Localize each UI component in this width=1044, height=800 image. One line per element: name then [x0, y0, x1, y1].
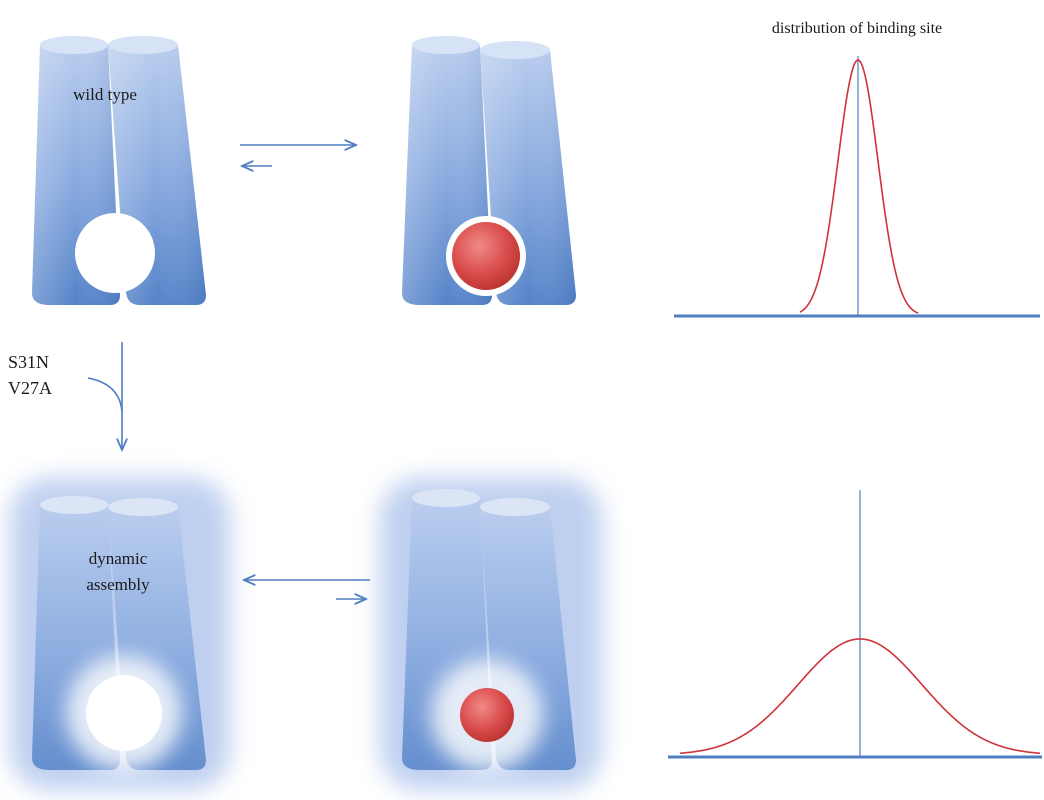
mutant-channel-bound — [380, 478, 602, 790]
drug-molecule-mutant — [460, 688, 514, 742]
wild-type-channel-empty: wild type — [32, 36, 206, 305]
narrow-gaussian-curve — [799, 59, 919, 314]
distribution-title: distribution of binding site — [772, 20, 942, 37]
wide-distribution-plot — [668, 490, 1042, 759]
wild-type-channel-bound — [402, 36, 576, 305]
binding-pocket-empty — [75, 213, 155, 293]
dynamic-label-line2: assembly — [86, 575, 150, 594]
wild-type-label: wild type — [73, 85, 137, 104]
mutation-arrow — [87, 342, 122, 450]
narrow-distribution-plot — [674, 56, 1040, 318]
drug-molecule — [452, 222, 520, 290]
mutation-label-v27a: V27A — [8, 378, 52, 398]
wide-gaussian-curve — [679, 638, 1041, 755]
mutant-channel-empty: dynamic assembly — [10, 478, 230, 790]
mutation-label-s31n: S31N — [8, 352, 49, 372]
binding-pocket-empty-mutant — [86, 675, 162, 751]
dynamic-label-line1: dynamic — [89, 549, 148, 568]
